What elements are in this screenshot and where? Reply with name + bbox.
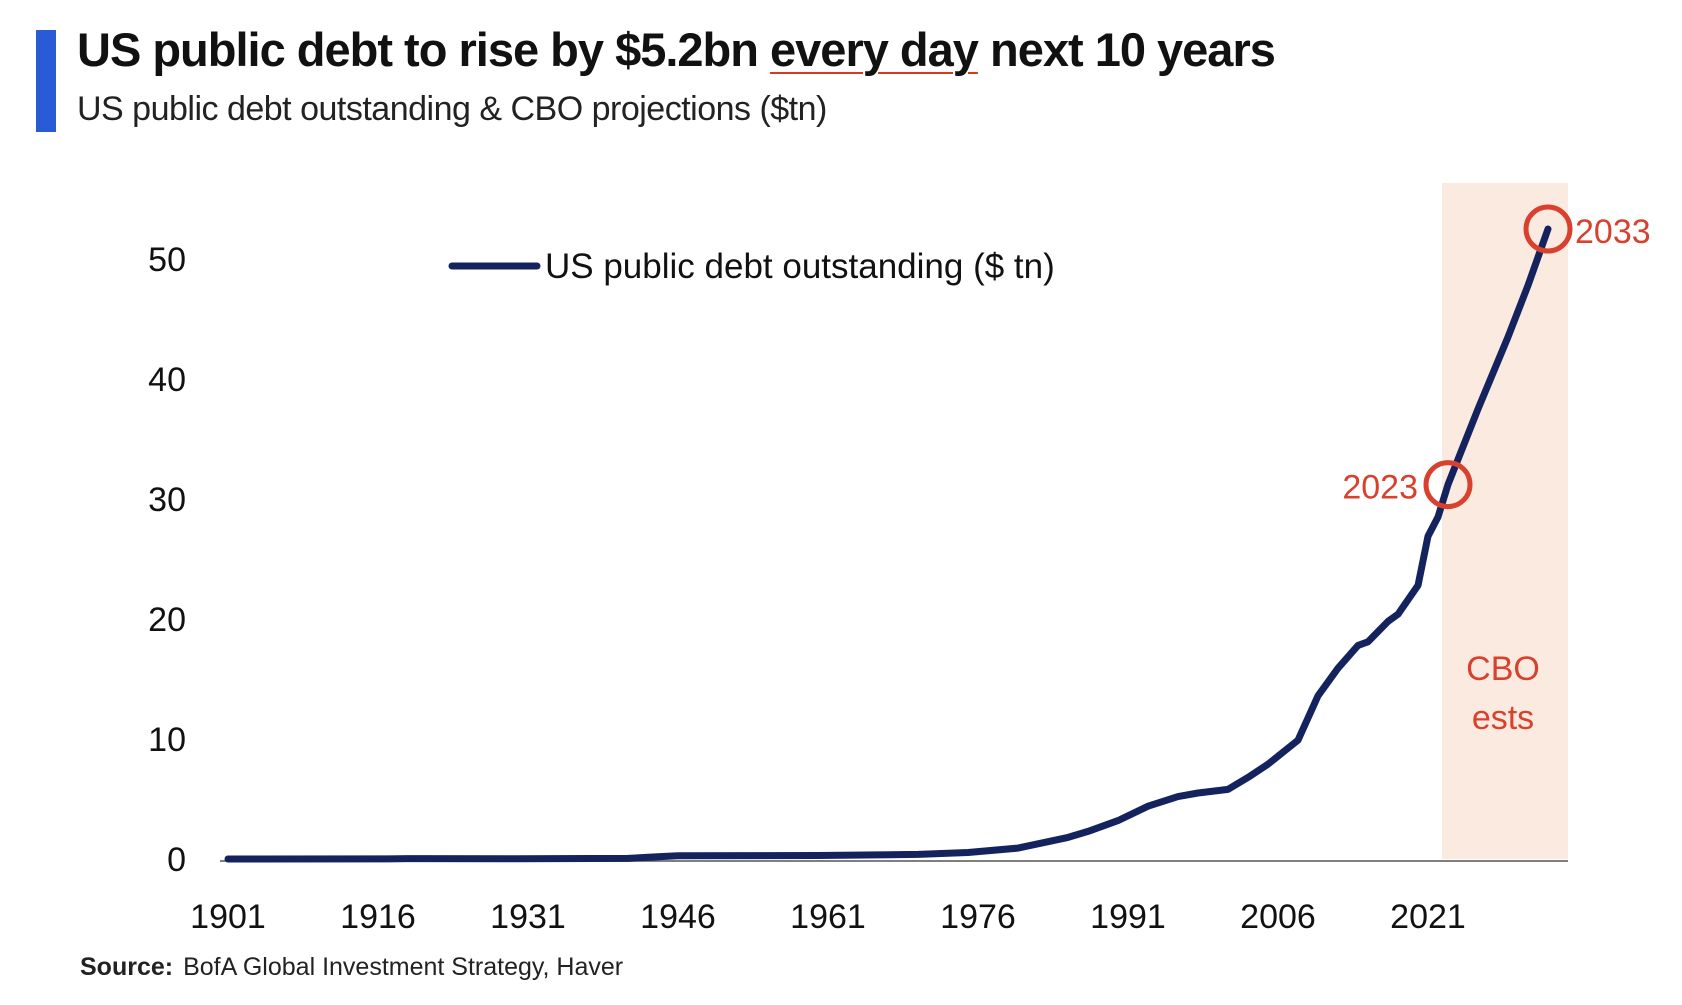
y-tick-label-30: 30 — [148, 481, 186, 519]
y-tick-label-10: 10 — [148, 721, 186, 759]
x-tick-label-1901: 1901 — [190, 898, 266, 936]
legend-label: US public debt outstanding ($ tn) — [545, 247, 1055, 286]
projection-label-line-1: ests — [1472, 699, 1534, 737]
x-tick-label-2021: 2021 — [1390, 898, 1466, 936]
y-tick-label-0: 0 — [167, 841, 186, 879]
y-tick-label-20: 20 — [148, 601, 186, 639]
y-tick-label-40: 40 — [148, 361, 186, 399]
source-note: Source: BofA Global Investment Strategy, … — [80, 953, 623, 982]
chart-subtitle: US public debt outstanding & CBO project… — [77, 90, 827, 128]
x-tick-label-1991: 1991 — [1090, 898, 1166, 936]
cbo-projection-band — [1442, 183, 1568, 859]
annotation-label-2033: 2033 — [1575, 213, 1651, 251]
x-tick-label-1916: 1916 — [340, 898, 416, 936]
x-tick-label-1946: 1946 — [640, 898, 716, 936]
x-tick-label-1931: 1931 — [490, 898, 566, 936]
annotation-label-2023: 2023 — [1342, 469, 1418, 507]
annotation-circle-2023 — [1423, 460, 1473, 510]
annotation-circle-2033 — [1523, 204, 1573, 254]
title-emphasis: every day — [770, 23, 979, 76]
x-tick-label-2006: 2006 — [1240, 898, 1316, 936]
title-accent-bar — [36, 30, 56, 132]
title-prefix: US public debt to rise by $5.2bn — [77, 23, 771, 76]
title-suffix: next 10 years — [977, 23, 1276, 76]
source-text: BofA Global Investment Strategy, Haver — [183, 953, 624, 981]
series-line-0 — [224, 225, 1552, 863]
y-tick-label-50: 50 — [148, 241, 186, 279]
x-tick-label-1961: 1961 — [790, 898, 866, 936]
x-tick-label-1976: 1976 — [940, 898, 1016, 936]
chart-title: US public debt to rise by $5.2bn every d… — [77, 22, 1276, 77]
source-label: Source: — [80, 953, 174, 981]
projection-label-line-0: CBO — [1466, 650, 1540, 688]
